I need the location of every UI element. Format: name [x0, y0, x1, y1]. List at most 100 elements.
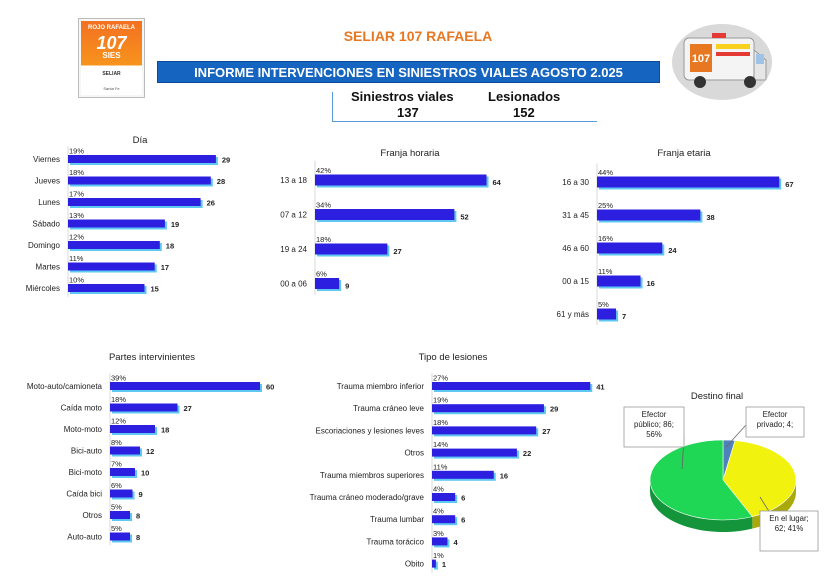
- percent-label: 8%: [111, 438, 122, 447]
- data-label: 64: [493, 178, 502, 187]
- percent-label: 13%: [69, 211, 84, 220]
- pie-slice-side: [650, 480, 753, 532]
- tick-label: 00 a 06: [280, 280, 307, 289]
- percent-label: 11%: [433, 462, 448, 471]
- logo-foot: Santa Fe: [103, 86, 120, 91]
- percent-label: 18%: [69, 168, 84, 177]
- bar: [68, 155, 216, 163]
- siniestros-label: Siniestros viales: [351, 89, 454, 104]
- data-label: 15: [151, 285, 159, 294]
- tick-label: Bici-auto: [71, 447, 103, 456]
- percent-label: 17%: [69, 190, 84, 199]
- bar: [315, 209, 455, 220]
- percent-label: 39%: [111, 374, 126, 383]
- tick-label: Moto-moto: [64, 425, 103, 434]
- tick-label: Trauma cráneo moderado/grave: [310, 493, 425, 502]
- tick-label: Sábado: [32, 220, 60, 229]
- bar: [68, 219, 165, 228]
- seliar-logo: ROJO RAFAELA 107 SIES SELIAR Santa Fe: [78, 18, 145, 98]
- tick-label: Caída bici: [66, 490, 102, 499]
- tick-label: 19 a 24: [280, 245, 307, 254]
- chart-title: Destino final: [691, 391, 743, 402]
- lesionados-value: 152: [513, 105, 535, 120]
- bar: [110, 403, 178, 412]
- chart-title: Franja horaria: [380, 148, 440, 159]
- pie-slice: [649, 439, 753, 521]
- tick-label: Trauma lumbar: [370, 515, 424, 524]
- tick-label: Miércoles: [26, 284, 60, 293]
- percent-label: 5%: [598, 300, 609, 309]
- bar-shadow: [434, 561, 438, 570]
- chart-title: Tipo de lesiones: [419, 352, 488, 363]
- percent-label: 18%: [433, 418, 448, 427]
- bar: [110, 382, 260, 390]
- bar: [315, 278, 340, 289]
- chart-partes: Partes intervinientes Moto-auto/camioneta…: [27, 352, 274, 546]
- chart-title: Franja etaria: [657, 148, 711, 159]
- tick-label: 31 a 45: [562, 211, 589, 220]
- chart-destino: Destino final Efector público; 86; 56% Efect…: [623, 391, 819, 552]
- callout-line: [759, 496, 771, 514]
- bar: [68, 262, 155, 271]
- data-label: 9: [139, 490, 143, 499]
- bar: [432, 493, 456, 501]
- tick-label: Otros: [404, 449, 424, 458]
- data-label: 19: [171, 220, 179, 229]
- tick-label: 13 a 18: [280, 176, 307, 185]
- data-label: 26: [207, 199, 215, 208]
- page-title: SELIAR 107 RAFAELA: [343, 28, 493, 44]
- bar: [68, 241, 160, 249]
- data-label: 1: [442, 560, 446, 569]
- callout-box: [745, 406, 805, 438]
- percent-label: 34%: [316, 201, 331, 210]
- data-label: 17: [161, 263, 169, 272]
- percent-label: 18%: [111, 395, 126, 404]
- tick-label: Escoriaciones y lesiones leves: [316, 426, 425, 435]
- tick-label: Martes: [36, 263, 60, 272]
- data-label: 67: [785, 180, 793, 189]
- percent-label: 44%: [598, 168, 613, 177]
- logo-top-text: ROJO RAFAELA: [87, 25, 135, 31]
- bar: [110, 511, 130, 519]
- callout-line: [725, 424, 747, 448]
- siniestros-value: 137: [397, 105, 419, 120]
- pie-slice: [722, 440, 797, 517]
- tick-label: Moto-auto/camioneta: [27, 382, 103, 391]
- data-label: 18: [166, 242, 174, 251]
- data-label: 41: [596, 383, 604, 392]
- ambulance-image: 107: [672, 24, 772, 100]
- percent-label: 25%: [598, 201, 613, 210]
- bar: [432, 515, 456, 524]
- bar: [432, 426, 537, 435]
- data-label: 10: [141, 469, 149, 478]
- bar: [597, 176, 780, 188]
- data-label: 4: [453, 538, 458, 547]
- tick-label: Trauma miembros superiores: [320, 471, 424, 480]
- bar: [315, 243, 388, 255]
- ambulance-number: 107: [692, 53, 710, 65]
- tick-label: 07 a 12: [280, 211, 307, 220]
- bar: [110, 489, 133, 498]
- percent-label: 7%: [111, 460, 122, 469]
- percent-label: 10%: [69, 276, 84, 285]
- bar: [68, 198, 201, 206]
- percent-label: 14%: [433, 440, 448, 449]
- tick-label: 00 a 15: [562, 277, 589, 286]
- tick-label: Jueves: [35, 177, 60, 186]
- data-label: 22: [523, 449, 531, 458]
- tick-label: Trauma torácico: [367, 537, 425, 546]
- data-label: 18: [161, 426, 169, 435]
- percent-label: 12%: [69, 233, 84, 242]
- tick-label: Bici-moto: [69, 468, 103, 477]
- data-label: 8: [136, 533, 140, 542]
- kpi-panel: Siniestros viales 137 Lesionados 152: [332, 89, 597, 122]
- callout-box: [759, 510, 819, 552]
- data-label: 12: [146, 447, 154, 456]
- percent-label: 6%: [111, 481, 122, 490]
- data-label: 7: [622, 312, 626, 321]
- bar: [432, 470, 494, 479]
- data-label: 9: [345, 282, 349, 291]
- bar: [597, 275, 641, 287]
- bar: [68, 176, 211, 185]
- percent-label: 4%: [433, 507, 444, 516]
